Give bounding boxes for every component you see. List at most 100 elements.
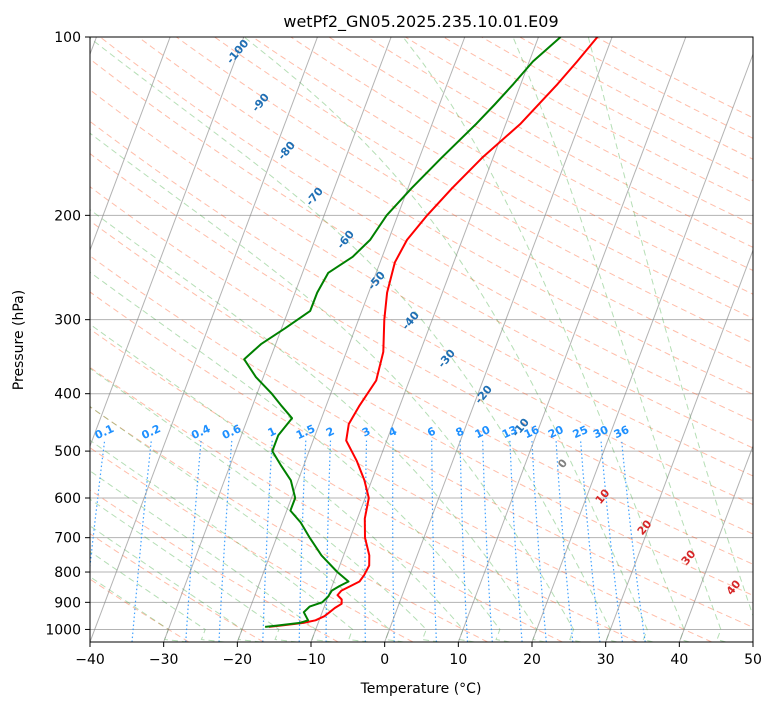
mixing-ratio-line	[482, 440, 493, 642]
mixing-ratio-line	[600, 440, 623, 642]
moist-adiabat-line	[90, 132, 582, 642]
moist-adiabat-line	[243, 37, 654, 642]
x-tick-label: −30	[149, 652, 179, 668]
dry-adiabat-line	[366, 37, 753, 248]
moist-adiabat-line	[90, 37, 618, 642]
y-tick-label: 300	[54, 313, 81, 329]
mixing-ratio-label: 30	[591, 423, 611, 441]
isotherm-line	[163, 37, 392, 642]
isotherm-line	[310, 37, 539, 642]
y-tick-label: 100	[54, 30, 81, 46]
dry-adiabat-line	[90, 328, 638, 642]
dry-adiabat-line	[176, 37, 753, 369]
moist-adiabat-line	[90, 405, 404, 642]
x-axis-ticks: −40 −30 −20 −10 0 10 20 30 40 50	[75, 642, 762, 668]
x-tick-label: −20	[223, 652, 253, 668]
isobar-gridlines	[90, 37, 753, 630]
x-tick-label: 0	[380, 652, 389, 668]
y-tick-label: 500	[54, 444, 81, 460]
skewed-isotherms	[90, 37, 753, 642]
mixing-ratio-line	[298, 440, 307, 642]
isotherm-line	[457, 37, 687, 642]
dry-adiabat-line	[90, 186, 753, 565]
x-tick-label: 20	[523, 652, 541, 668]
mixing-ratio-label: 10	[473, 423, 493, 441]
dry-adiabat-line	[99, 37, 753, 422]
mixing-ratio-label: 36	[612, 423, 632, 441]
x-tick-label: 10	[449, 652, 467, 668]
x-tick-label: 40	[670, 652, 688, 668]
plot-frame	[89, 36, 754, 643]
mixing-ratio-line	[90, 440, 106, 571]
y-tick-label: 600	[54, 491, 81, 507]
isotherm-line	[90, 37, 171, 252]
plot-area	[90, 37, 753, 642]
moist-adiabat-line	[90, 439, 369, 642]
dry-adiabat-line	[252, 37, 753, 319]
y-tick-label: 700	[54, 531, 81, 547]
dry-adiabat-line	[90, 447, 414, 642]
moist-adiabat-line	[587, 37, 753, 618]
mixing-ratio-line	[392, 440, 395, 642]
moist-adiabat-line	[402, 37, 690, 642]
isotherm-line	[236, 37, 466, 642]
moist-adiabat-line	[90, 271, 510, 642]
moist-adiabat-line	[90, 209, 546, 642]
profile-series	[243, 37, 599, 628]
x-tick-label: −40	[75, 652, 105, 668]
isotherm-line	[90, 37, 245, 448]
mixing-ratio-line	[431, 440, 437, 642]
mixing-ratio-label: 25	[571, 423, 590, 441]
y-tick-label: 800	[54, 565, 81, 581]
dry-adiabat-line	[90, 255, 753, 628]
dry-adiabat-line	[405, 37, 753, 226]
dry-adiabat-line	[557, 37, 753, 139]
dry-adiabat-line	[481, 37, 753, 182]
moist-adiabat-line	[90, 525, 261, 642]
x-tick-label: 50	[744, 652, 762, 668]
dry-adiabat-line	[519, 37, 753, 160]
mixing-ratio-label: 20	[546, 423, 566, 441]
mixing-ratio-line	[185, 440, 202, 642]
mixing-ratio-line	[531, 440, 547, 642]
mixing-ratio-line	[509, 440, 523, 642]
y-axis-label: Pressure (hPa)	[11, 290, 27, 390]
y-tick-label: 1000	[45, 622, 81, 638]
isotherm-line	[605, 248, 753, 642]
dry-adiabat-line	[214, 37, 753, 344]
dewpoint-line	[243, 37, 562, 628]
isotherm-line	[384, 37, 613, 642]
x-tick-label: 30	[597, 652, 615, 668]
mixing-ratio-line	[555, 440, 574, 642]
isotherm-line	[531, 52, 753, 642]
y-tick-label: 200	[54, 208, 81, 224]
moist-adiabat-line	[90, 470, 333, 642]
dry-adiabat-line	[290, 37, 753, 295]
moist-adiabats	[90, 37, 753, 642]
y-tick-label: 400	[54, 387, 81, 403]
dry-adiabat-line	[443, 37, 753, 203]
dry-adiabat-line	[328, 37, 753, 272]
isotherm-line	[678, 444, 753, 642]
chart-title: wetPf2_GN05.2025.235.10.01.E09	[283, 12, 558, 32]
mixing-ratio-line	[580, 440, 601, 642]
moist-adiabat-line	[90, 498, 297, 642]
mixing-ratio-line	[262, 440, 273, 642]
isotherm-line	[752, 640, 753, 642]
mixing-ratio-line	[621, 440, 646, 642]
mixing-ratio-line	[218, 440, 233, 642]
dry-adiabat-line	[137, 37, 753, 395]
y-tick-label: 900	[54, 595, 81, 611]
mixing-ratio-line	[131, 440, 152, 642]
mixing-ratio-label: 13	[500, 423, 519, 441]
dry-adiabat-line	[90, 533, 264, 642]
x-tick-label: −10	[296, 652, 326, 668]
y-axis-ticks: 100 200 300 400 500 600 700 800 900 1000	[45, 30, 90, 638]
mixing-ratio-label: 16	[522, 423, 542, 441]
temperature-line	[268, 37, 599, 628]
moist-adiabat-line	[512, 37, 726, 642]
moist-adiabat-line	[90, 323, 475, 642]
plot-background	[90, 37, 753, 642]
mixing-ratio-line	[325, 440, 332, 642]
